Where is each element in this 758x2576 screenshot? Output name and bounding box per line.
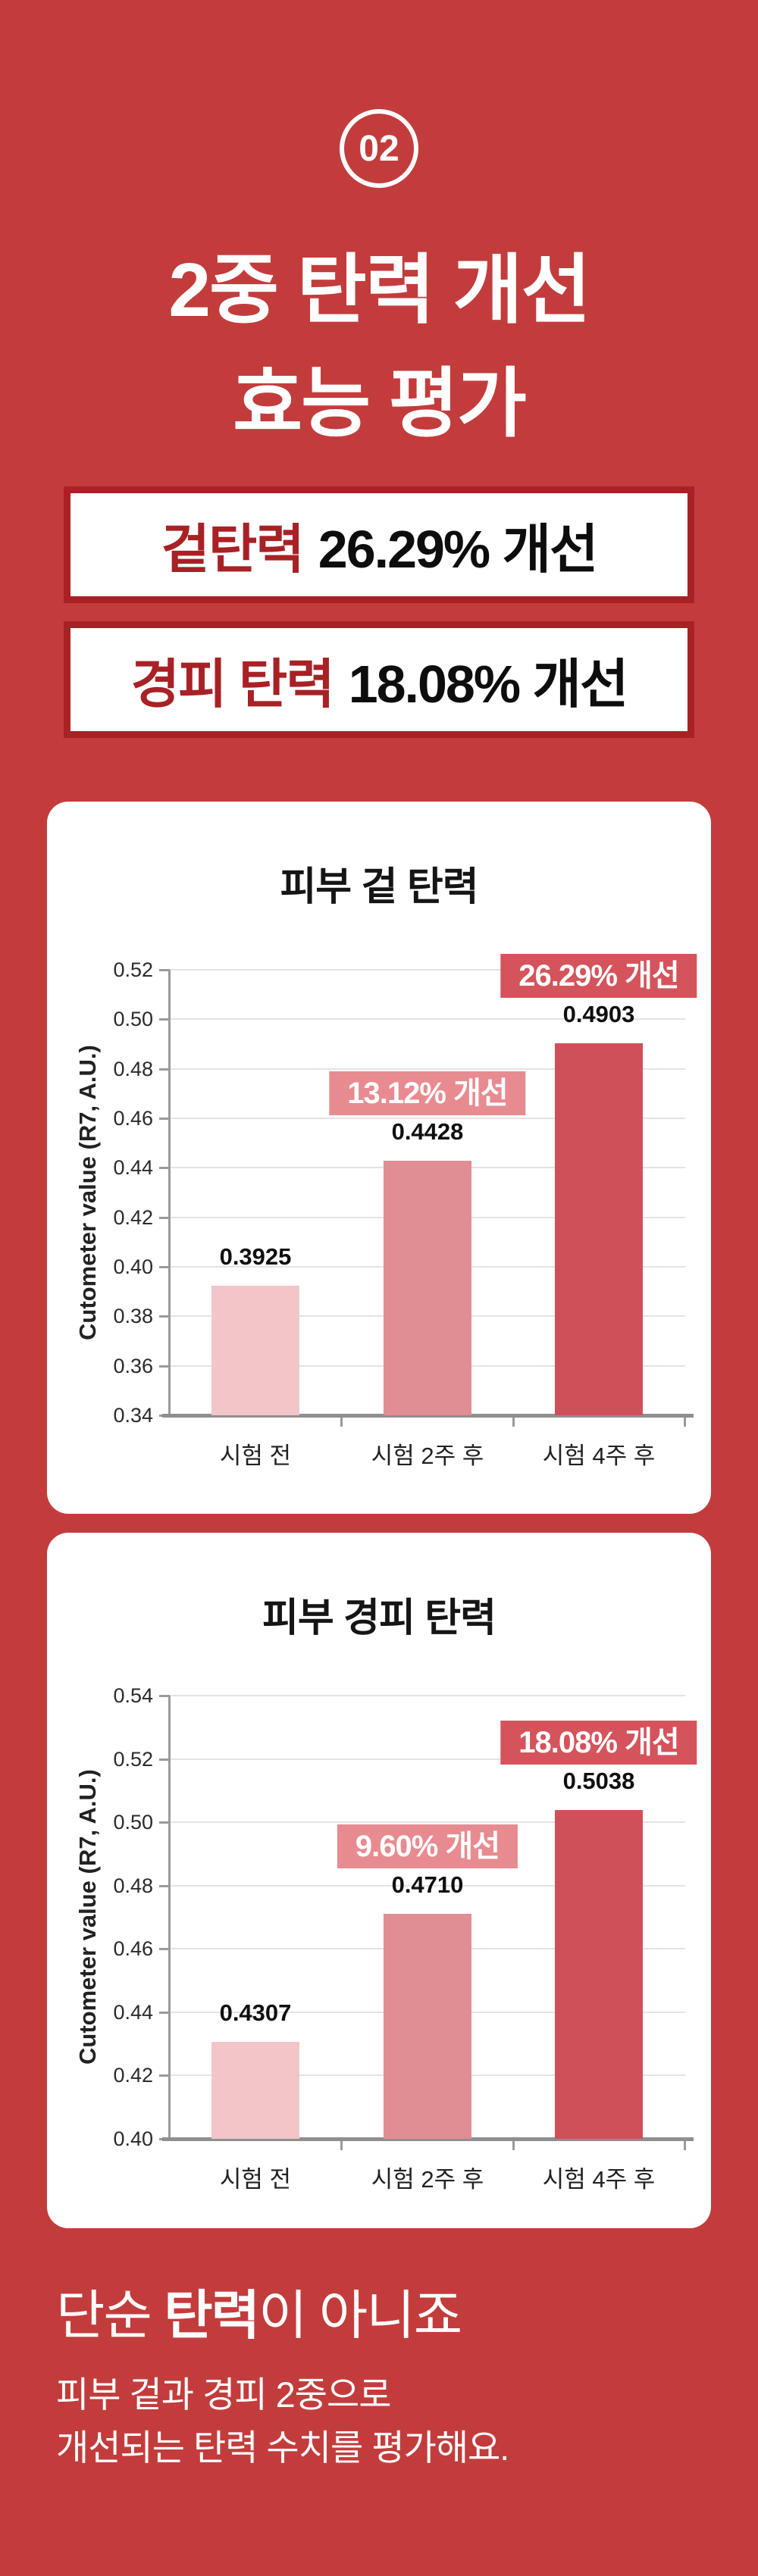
chart-title: 피부 겉 탄력	[280, 865, 478, 909]
gridline	[171, 1068, 685, 1070]
section-number-badge: 02	[340, 109, 418, 188]
x-category-label: 시험 2주 후	[371, 2166, 484, 2193]
page-title-line-2: 효능 평가	[233, 361, 527, 446]
bar-value-label: 0.3925	[219, 1243, 292, 1270]
chart-title: 피부 경피 탄력	[262, 1596, 496, 1640]
bar-value-label: 0.4428	[391, 1118, 464, 1145]
footer-heading-post: 이 아니죠	[258, 2286, 462, 2345]
x-tick-mark	[340, 2141, 343, 2150]
bar-시험 2주 후	[384, 1914, 471, 2139]
y-tick-label: 0.50	[113, 1008, 153, 1030]
banner-highlight-text: 겉탄력	[161, 519, 305, 579]
y-tick-mark	[159, 1217, 170, 1219]
y-tick-label: 0.52	[113, 958, 153, 981]
page-title: 2중 탄력 개선 효능 평가	[0, 233, 758, 461]
gridline	[171, 969, 685, 971]
y-tick-mark	[159, 1068, 170, 1071]
x-tick-mark	[340, 1418, 343, 1427]
result-banner-surface-elasticity: 겉탄력 26.29% 개선	[64, 486, 694, 603]
footer-description-line-2: 개선되는 탄력 수치를 평가해요.	[56, 2428, 509, 2468]
footer-description-line-1: 피부 겉과 경피 2중으로	[56, 2374, 391, 2415]
y-tick-label: 0.36	[113, 1355, 153, 1377]
x-axis-line	[162, 2137, 694, 2141]
y-tick-mark	[159, 1758, 170, 1761]
x-category-label: 시험 전	[219, 2166, 292, 2193]
banner-highlight-text: 경피 탄력	[130, 654, 335, 714]
bar-chart-skin-surface: 0.52 0.50 0.48 0.46 0.44 0.42 0.40 0.38 0.36 0.34…	[47, 802, 711, 1514]
y-tick-label: 0.44	[113, 1156, 153, 1179]
y-tick-mark	[159, 1266, 170, 1268]
gridline	[171, 1018, 685, 1020]
y-axis-line	[168, 970, 171, 1415]
y-tick-mark	[159, 2012, 170, 2014]
gridline	[171, 1118, 685, 1119]
x-category-label: 시험 2주 후	[371, 1443, 484, 1469]
y-tick-label: 0.40	[113, 2127, 153, 2150]
footer-description: 피부 겉과 경피 2중으로 개선되는 탄력 수치를 평가해요.	[56, 2368, 509, 2474]
chart-card-skin-dermal-elasticity: 피부 경피 탄력 Cutometer value (R7, A.U.) 0.54…	[47, 1533, 711, 2228]
y-tick-label: 0.44	[113, 2001, 153, 2024]
y-tick-mark	[159, 1315, 170, 1318]
y-tick-label: 0.54	[113, 1684, 153, 1707]
x-category-label: 시험 4주 후	[542, 1443, 656, 1469]
y-tick-mark	[159, 1167, 170, 1169]
bar-시험 2주 후	[384, 1161, 471, 1415]
improvement-badge: 9.60% 개선	[337, 1824, 518, 1868]
x-axis-line	[162, 1414, 694, 1418]
bar-value-label: 0.4903	[562, 1001, 635, 1027]
y-tick-mark	[159, 1018, 170, 1021]
improvement-badge: 26.29% 개선	[500, 954, 697, 998]
bar-value-label: 0.4307	[219, 1999, 292, 2026]
x-tick-mark	[512, 2141, 515, 2150]
footer-heading-bold: 탄력	[164, 2286, 260, 2345]
y-axis-line	[168, 1696, 171, 2139]
y-tick-mark	[159, 2074, 170, 2077]
y-tick-label: 0.34	[113, 1404, 153, 1427]
y-tick-label: 0.42	[113, 2064, 153, 2087]
gridline	[171, 1758, 685, 1760]
footer-heading-pre: 단순	[56, 2286, 164, 2345]
y-tick-label: 0.48	[113, 1874, 153, 1897]
y-tick-mark	[159, 1365, 170, 1368]
y-tick-mark	[159, 969, 170, 971]
bar-시험 4주 후	[555, 1810, 643, 2139]
gridline	[171, 1885, 685, 1887]
chart-card-skin-surface-elasticity: 피부 겉 탄력 Cutometer value (R7, A.U.) 0.52 0…	[47, 802, 711, 1514]
y-tick-label: 0.38	[113, 1305, 153, 1327]
bar-value-label: 0.5038	[562, 1768, 635, 1794]
gridline	[171, 1821, 685, 1823]
x-tick-mark	[684, 2141, 686, 2150]
y-tick-mark	[159, 1821, 170, 1824]
y-tick-label: 0.46	[113, 1107, 153, 1130]
result-banner-dermal-elasticity: 경피 탄력 18.08% 개선	[64, 621, 694, 738]
bar-시험 4주 후	[555, 1043, 643, 1415]
y-tick-mark	[159, 1948, 170, 1950]
x-category-label: 시험 전	[219, 1443, 292, 1469]
y-tick-mark	[159, 1695, 170, 1697]
y-tick-label: 0.48	[113, 1058, 153, 1080]
section-number: 02	[359, 128, 399, 169]
x-category-label: 시험 4주 후	[542, 2166, 656, 2193]
banner-value-text: 18.08% 개선	[348, 654, 629, 714]
bar-value-label: 0.4710	[391, 1871, 464, 1898]
y-tick-label: 0.40	[113, 1255, 153, 1278]
page-title-line-1: 2중 탄력 개선	[168, 248, 590, 333]
footer-heading: 단순 탄력이 아니죠	[56, 2273, 462, 2349]
improvement-badge: 18.08% 개선	[500, 1721, 697, 1765]
bar-chart-skin-dermal: 0.54 0.52 0.50 0.48 0.46 0.44 0.42 0.40 0.4307 시험…	[47, 1533, 711, 2228]
gridline	[171, 1695, 685, 1696]
banner-value-text: 26.29% 개선	[318, 519, 599, 579]
improvement-badge: 13.12% 개선	[329, 1071, 526, 1115]
x-tick-mark	[684, 1418, 686, 1427]
x-tick-mark	[512, 1418, 515, 1427]
bar-시험 전	[211, 2042, 299, 2139]
bar-시험 전	[211, 1286, 299, 1415]
y-tick-label: 0.42	[113, 1206, 153, 1229]
y-tick-mark	[159, 1118, 170, 1120]
y-tick-label: 0.46	[113, 1937, 153, 1960]
y-tick-label: 0.50	[113, 1811, 153, 1834]
y-tick-label: 0.52	[113, 1748, 153, 1771]
y-tick-mark	[159, 1885, 170, 1887]
